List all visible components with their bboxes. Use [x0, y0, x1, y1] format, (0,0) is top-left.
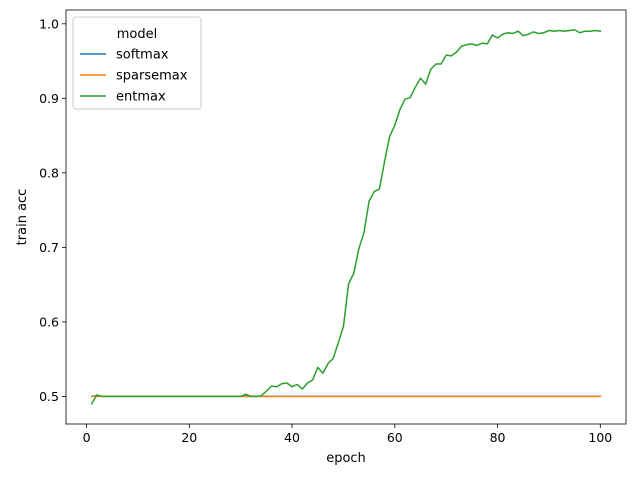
y-tick-label: 0.6 [39, 314, 59, 329]
plot-area [90, 29, 602, 405]
y-tick-label: 0.8 [39, 165, 59, 180]
legend: model softmax sparsemax entmax [72, 16, 202, 110]
legend-label-softmax: softmax [116, 48, 169, 63]
y-axis-label: train acc [15, 189, 30, 246]
x-tick-label: 100 [588, 430, 612, 445]
y-tick-label: 0.5 [39, 389, 59, 404]
y-tick-label: 0.9 [39, 91, 59, 106]
x-tick-label: 0 [83, 430, 91, 445]
y-axis-ticks: 0.5 0.6 0.7 0.8 0.9 1.0 [39, 16, 66, 404]
y-tick-label: 1.0 [39, 16, 59, 31]
x-tick-label: 40 [284, 430, 300, 445]
series-layer [90, 29, 602, 405]
plot-frame [65, 9, 627, 425]
legend-title: model [117, 27, 157, 42]
x-axis-label: epoch [326, 451, 366, 466]
x-tick-label: 20 [181, 430, 197, 445]
legend-box [72, 16, 202, 110]
legend-label-entmax: entmax [116, 90, 166, 105]
y-tick-label: 0.7 [39, 240, 59, 255]
series-line-entmax [90, 29, 602, 405]
x-tick-label: 60 [387, 430, 403, 445]
x-axis-ticks: 0 20 40 60 80 100 [83, 424, 612, 445]
legend-label-sparsemax: sparsemax [116, 69, 188, 84]
x-tick-label: 80 [490, 430, 506, 445]
